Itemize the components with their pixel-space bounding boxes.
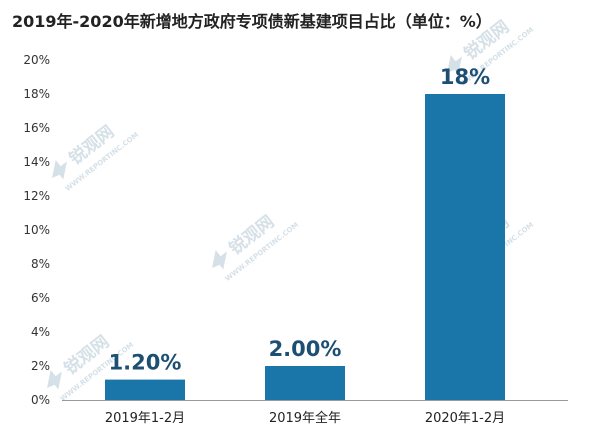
x-tick-label: 2019年全年	[269, 410, 341, 426]
bar	[105, 379, 185, 400]
y-axis: 0% 2% 4% 6% 8% 10% 12% 14% 16% 18% 20%	[23, 53, 50, 407]
data-label: 1.20%	[109, 351, 182, 375]
bar	[265, 366, 345, 400]
watermark-brand: 锐观网	[65, 121, 118, 169]
y-tick-label: 8%	[31, 257, 50, 271]
reportinc-logo-icon	[447, 54, 462, 75]
bars-group	[105, 94, 505, 400]
chart-title: 2019年-2020年新增地方政府专项债新基建项目占比（单位：%）	[12, 12, 492, 31]
y-tick-label: 6%	[31, 291, 50, 305]
data-label: 18%	[440, 65, 490, 89]
y-tick-label: 10%	[23, 223, 50, 237]
reportinc-logo-icon	[52, 159, 67, 180]
watermark-brand: 锐观网	[60, 331, 113, 379]
x-tick-label: 2019年1-2月	[105, 411, 185, 426]
data-labels-group: 1.20% 2.00% 18%	[109, 65, 491, 375]
x-tick-label: 2020年1-2月	[425, 411, 505, 426]
x-axis: 2019年1-2月 2019年全年 2020年1-2月	[105, 410, 505, 426]
y-tick-label: 16%	[23, 121, 50, 135]
y-tick-label: 14%	[23, 155, 50, 169]
reportinc-logo-icon	[212, 249, 227, 270]
reportinc-logo-icon	[47, 369, 62, 390]
y-tick-label: 18%	[23, 87, 50, 101]
watermark-brand: 锐观网	[460, 16, 513, 64]
bar	[425, 94, 505, 400]
y-tick-label: 20%	[23, 53, 50, 67]
y-tick-label: 4%	[31, 325, 50, 339]
watermark-brand: 锐观网	[225, 211, 278, 259]
y-tick-label: 12%	[23, 189, 50, 203]
data-label: 2.00%	[269, 337, 342, 361]
y-tick-label: 0%	[31, 393, 50, 407]
y-tick-label: 2%	[31, 359, 50, 373]
